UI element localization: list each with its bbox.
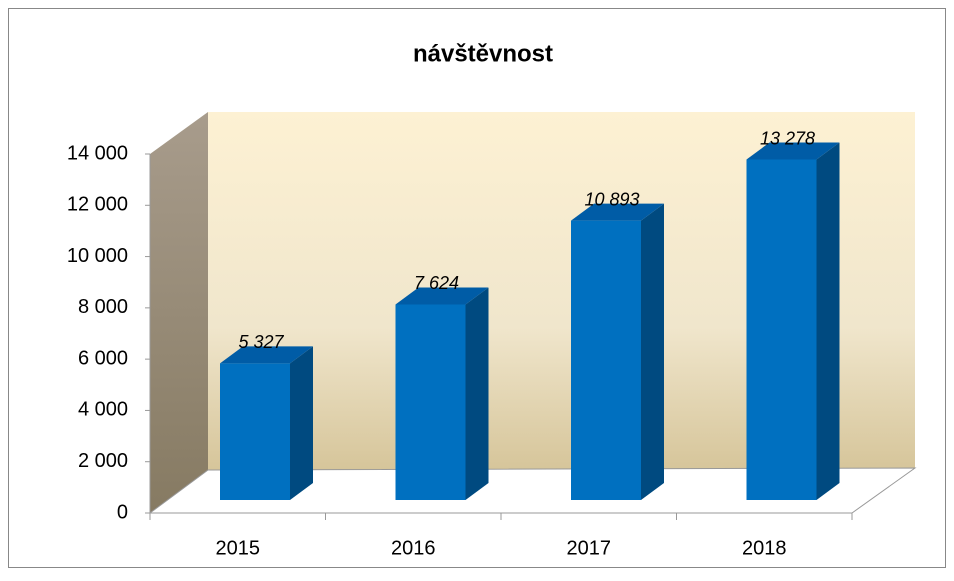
- chart-title: návštěvnost: [413, 40, 553, 67]
- bar-side: [641, 203, 664, 500]
- back-wall: [208, 112, 915, 470]
- bar-front: [220, 363, 290, 500]
- floor: [148, 467, 917, 514]
- y-tick-label: 6 000: [78, 347, 128, 369]
- x-tick-label: 2015: [216, 537, 261, 559]
- bar-top: [395, 287, 489, 305]
- value-label: 7 624: [414, 273, 459, 293]
- y-tick-label: 12 000: [67, 194, 128, 216]
- bar: [746, 142, 840, 500]
- bar-front: [571, 220, 641, 500]
- y-tick-label: 0: [117, 501, 128, 523]
- bar-top: [746, 142, 840, 160]
- value-label: 10 893: [584, 189, 639, 209]
- bar-side: [816, 142, 840, 500]
- y-tick-label: 4 000: [78, 399, 128, 421]
- bar-top: [220, 346, 313, 364]
- y-tick-label: 14 000: [67, 142, 128, 164]
- x-tick-label: 2016: [391, 537, 436, 559]
- bar-top: [571, 203, 664, 221]
- bar-front: [395, 304, 466, 500]
- x-tick-label: 2018: [742, 537, 787, 559]
- y-tick-label: 8 000: [78, 296, 128, 318]
- value-label: 5 327: [238, 332, 284, 352]
- bar: [395, 287, 489, 500]
- bar: [220, 346, 313, 500]
- bar-front: [746, 159, 817, 500]
- x-tick-label: 2017: [567, 537, 612, 559]
- bar-side: [465, 287, 489, 500]
- y-tick-label: 10 000: [67, 245, 128, 267]
- y-tick-label: 2 000: [78, 450, 128, 472]
- bar: [571, 203, 664, 500]
- side-wall: [150, 112, 208, 513]
- bar-side: [290, 346, 313, 500]
- value-label: 13 278: [760, 128, 815, 148]
